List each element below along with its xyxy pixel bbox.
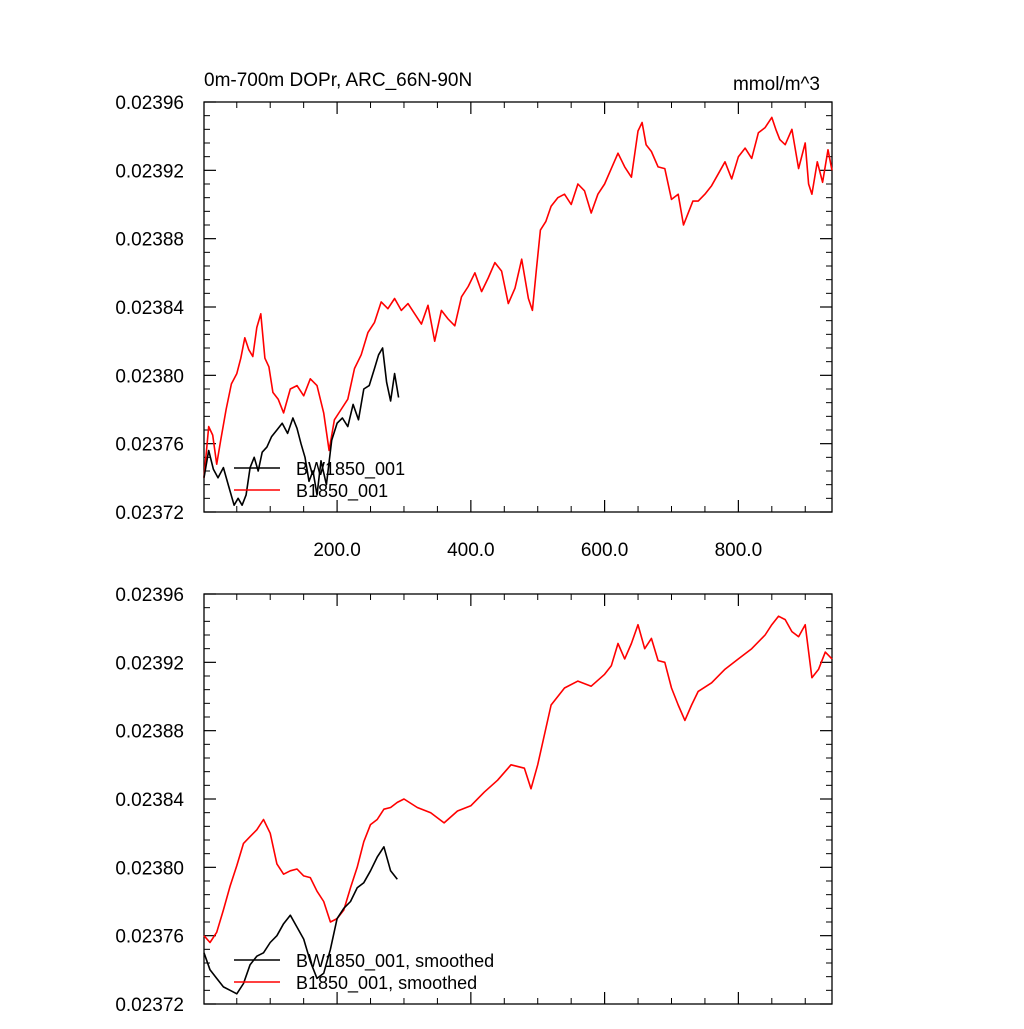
legend-label: B1850_001 <box>296 481 388 502</box>
y-tick-label: 0.02388 <box>115 230 184 251</box>
legend-label: BW1850_001, smoothed <box>296 951 494 972</box>
legend-label: BW1850_001 <box>296 459 405 480</box>
x-tick-label: 400.0 <box>447 540 495 561</box>
series-line-b1850-001-smoothed <box>203 615 833 944</box>
y-tick-label: 0.02384 <box>115 298 184 319</box>
y-tick-label: 0.02372 <box>115 503 184 524</box>
bottom-panel: 0.02372 0.02376 0.02380 0.02384 0.02388 0.023… <box>115 585 833 1016</box>
y-tick-label: 0.02388 <box>115 722 184 743</box>
y-tick-label: 0.02372 <box>115 995 184 1016</box>
y-tick-label: 0.02392 <box>115 653 184 674</box>
y-tick-label: 0.02392 <box>115 161 184 182</box>
units-label: mmol/m^3 <box>733 74 820 95</box>
chart-title: 0m-700m DOPr, ARC_66N-90N <box>204 70 472 91</box>
top-panel: 0.02372 0.02376 0.02380 0.02384 0.02388 0.023… <box>115 70 833 561</box>
x-tick-label: 600.0 <box>581 540 629 561</box>
y-tick-label: 0.02380 <box>115 366 184 387</box>
y-tick-label: 0.02396 <box>115 93 184 114</box>
x-tick-label: 800.0 <box>715 540 763 561</box>
y-tick-label: 0.02376 <box>115 927 184 948</box>
x-tick-label: 200.0 <box>313 540 361 561</box>
series-line-bw1850-001 <box>203 347 400 506</box>
series-line-b1850-001 <box>203 116 833 478</box>
legend-label: B1850_001, smoothed <box>296 973 477 994</box>
series-line-bw1850-001-smoothed <box>203 846 398 995</box>
y-tick-label: 0.02384 <box>115 790 184 811</box>
y-tick-label: 0.02376 <box>115 435 184 456</box>
y-tick-label: 0.02396 <box>115 585 184 606</box>
y-tick-label: 0.02380 <box>115 858 184 879</box>
